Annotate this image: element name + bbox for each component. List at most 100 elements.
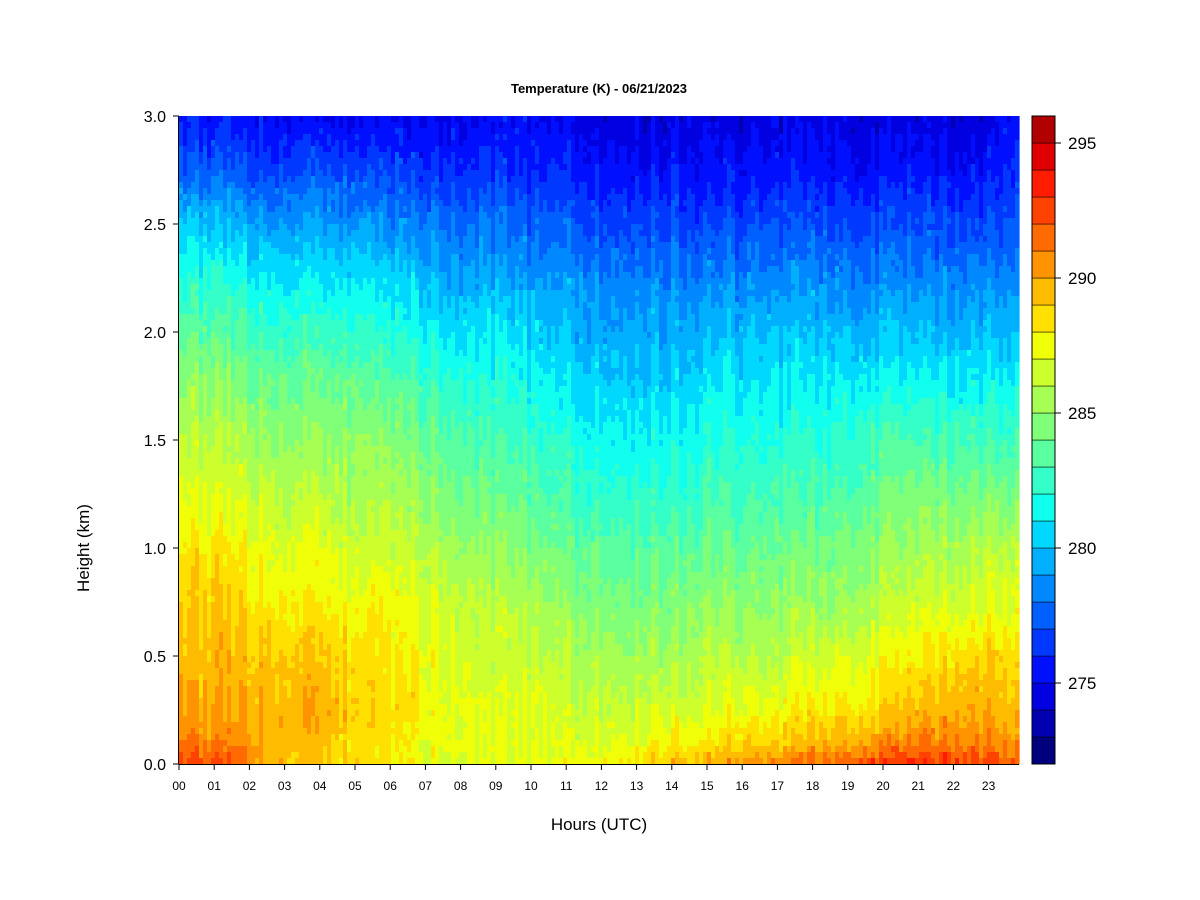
- heatmap-cell: [503, 206, 508, 255]
- heatmap-cell: [235, 140, 240, 153]
- heatmap-cell: [447, 338, 452, 351]
- heatmap-cell: [335, 698, 340, 705]
- heatmap-cell: [347, 356, 352, 369]
- heatmap-cell: [287, 632, 292, 663]
- heatmap-cell: [491, 524, 496, 537]
- heatmap-cell: [591, 116, 596, 129]
- heatmap-cell: [259, 626, 264, 633]
- heatmap-cell: [487, 404, 492, 417]
- heatmap-cell: [615, 488, 620, 507]
- heatmap-cell: [303, 368, 308, 375]
- heatmap-cell: [567, 728, 572, 765]
- heatmap-cell: [567, 650, 572, 669]
- heatmap-cell: [335, 668, 340, 675]
- heatmap-cell: [463, 314, 468, 321]
- heatmap-cell: [287, 386, 292, 393]
- heatmap-cell: [311, 254, 316, 279]
- heatmap-cell: [239, 164, 244, 183]
- heatmap-cell: [391, 740, 396, 765]
- heatmap-cell: [535, 164, 540, 171]
- heatmap-cell: [467, 422, 472, 453]
- heatmap-cell: [611, 710, 616, 723]
- heatmap-cell: [419, 374, 424, 381]
- heatmap-cell: [563, 308, 568, 315]
- heatmap-cell: [295, 758, 300, 765]
- heatmap-cell: [263, 758, 268, 765]
- heatmap-cell: [523, 248, 528, 255]
- heatmap-cell: [183, 482, 188, 495]
- heatmap-cell: [203, 248, 208, 255]
- heatmap-cell: [303, 224, 308, 237]
- heatmap-cell: [443, 440, 448, 453]
- heatmap-cell: [623, 404, 628, 411]
- heatmap-cell: [327, 248, 332, 279]
- heatmap-cell: [483, 650, 488, 663]
- heatmap-cell: [223, 446, 228, 459]
- heatmap-cell: [575, 710, 580, 717]
- heatmap-cell: [375, 242, 380, 249]
- heatmap-cell: [491, 116, 496, 123]
- heatmap-cell: [491, 122, 496, 135]
- heatmap-cell: [315, 572, 320, 579]
- heatmap-cell: [371, 278, 376, 309]
- heatmap-cell: [575, 644, 580, 657]
- heatmap-cell: [183, 452, 188, 483]
- heatmap-cell: [335, 116, 340, 135]
- heatmap-cell: [311, 572, 316, 591]
- heatmap-cell: [615, 710, 620, 735]
- heatmap-cell: [487, 638, 492, 681]
- heatmap-cell: [275, 506, 280, 525]
- heatmap-cell: [295, 398, 300, 405]
- heatmap-cell: [223, 332, 228, 351]
- heatmap-cell: [547, 248, 552, 273]
- heatmap-cell: [627, 326, 632, 339]
- heatmap-cell: [567, 116, 572, 141]
- heatmap-cell: [575, 266, 580, 273]
- heatmap-cell: [503, 176, 508, 201]
- heatmap-cell: [511, 398, 516, 417]
- heatmap-cell: [351, 272, 356, 279]
- heatmap-cell: [567, 632, 572, 651]
- heatmap-cell: [419, 260, 424, 309]
- heatmap-cell: [463, 662, 468, 669]
- heatmap-cell: [403, 746, 408, 765]
- heatmap-cell: [311, 650, 316, 669]
- heatmap-cell: [559, 746, 564, 753]
- heatmap-cell: [351, 152, 356, 165]
- heatmap-cell: [267, 248, 272, 291]
- heatmap-cell: [259, 188, 264, 195]
- heatmap-cell: [603, 230, 608, 237]
- heatmap-cell: [479, 236, 484, 243]
- heatmap-cell: [315, 308, 320, 315]
- heatmap-cell: [619, 152, 624, 195]
- heatmap-cell: [479, 680, 484, 687]
- heatmap-cell: [479, 512, 484, 531]
- heatmap-cell: [303, 614, 308, 633]
- heatmap-cell: [243, 686, 248, 693]
- heatmap-cell: [295, 254, 300, 261]
- heatmap-cell: [611, 506, 616, 519]
- heatmap-cell: [243, 458, 248, 495]
- heatmap-cell: [559, 686, 564, 717]
- heatmap-cell: [619, 476, 624, 501]
- heatmap-cell: [451, 356, 456, 375]
- heatmap-cell: [339, 116, 344, 129]
- heatmap-cell: [179, 266, 184, 279]
- heatmap-cell: [431, 242, 436, 249]
- heatmap-cell: [291, 602, 296, 615]
- heatmap-cell: [535, 686, 540, 693]
- heatmap-cell: [519, 752, 524, 759]
- heatmap-cell: [559, 758, 564, 765]
- heatmap-cell: [415, 446, 420, 453]
- heatmap-cell: [603, 398, 608, 405]
- heatmap-cell: [531, 548, 536, 579]
- heatmap-cell: [555, 380, 560, 393]
- heatmap-cell: [267, 536, 272, 543]
- heatmap-cell: [399, 590, 404, 597]
- heatmap-cell: [311, 686, 316, 693]
- heatmap-cell: [267, 446, 272, 483]
- heatmap-cell: [303, 374, 308, 381]
- heatmap-cell: [583, 158, 588, 165]
- heatmap-cell: [479, 284, 484, 297]
- heatmap-cell: [299, 398, 304, 411]
